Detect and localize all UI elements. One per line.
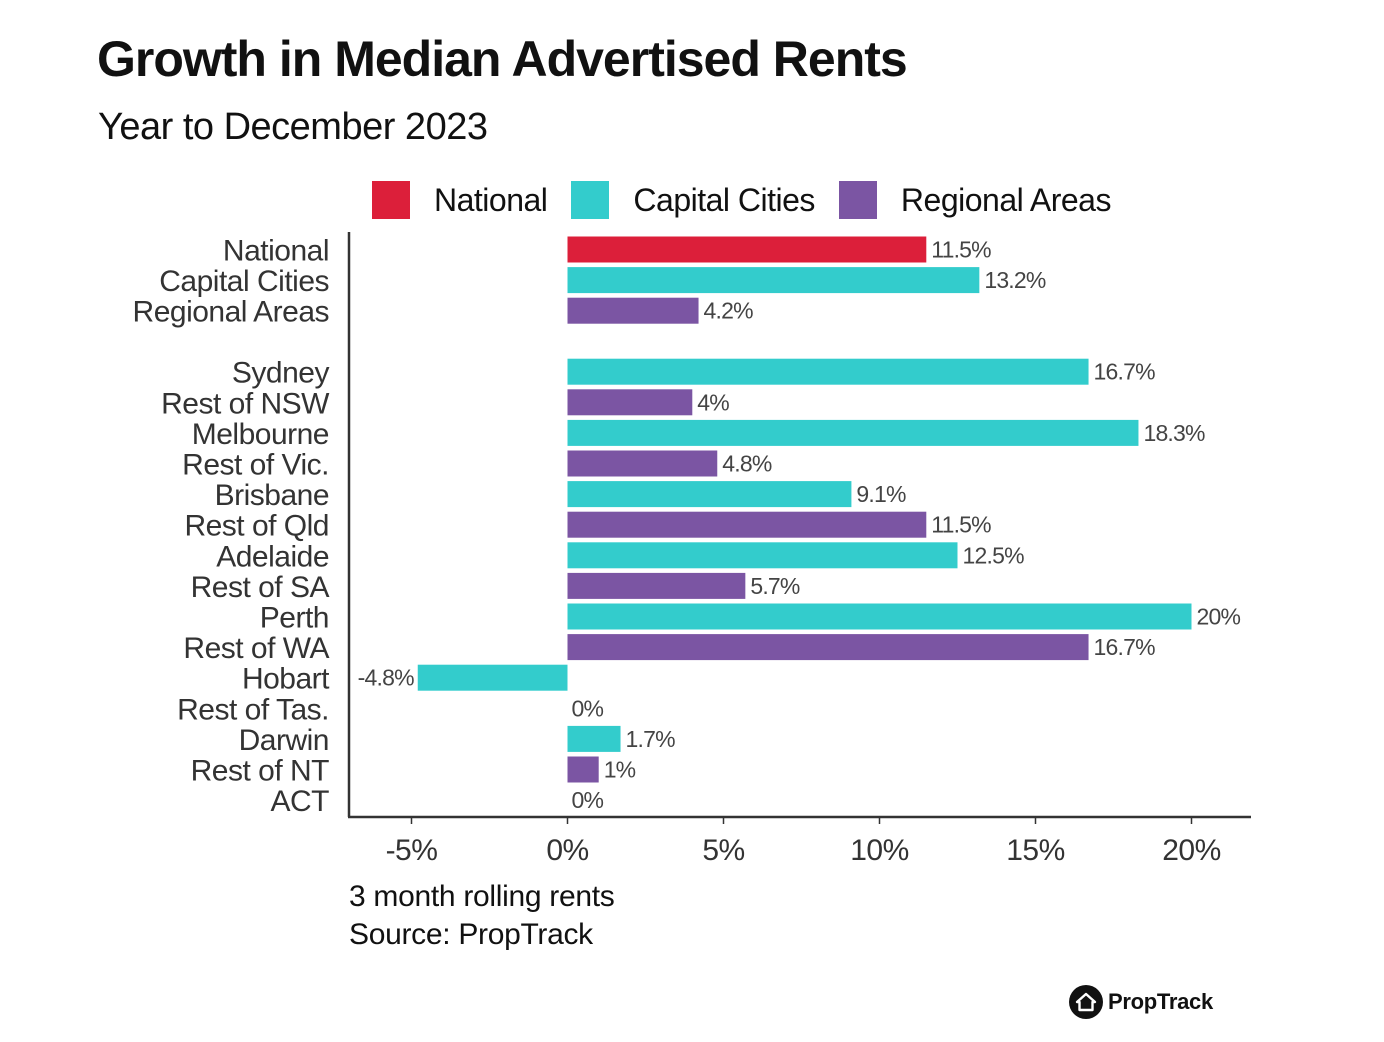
- value-label-rest-of-tas: 0%: [572, 695, 604, 721]
- value-label-hobart: -4.8%: [358, 665, 414, 691]
- brand-name: PropTrack: [1108, 989, 1213, 1014]
- category-label-rest-of-qld: Rest of Qld: [184, 510, 329, 543]
- value-label-brisbane: 9.1%: [856, 481, 906, 507]
- bar-darwin: [567, 725, 621, 752]
- category-label-darwin: Darwin: [239, 724, 329, 757]
- bar-melbourne: [567, 419, 1139, 446]
- footnote-rolling: 3 month rolling rents: [349, 880, 615, 913]
- category-label-sydney: Sydney: [232, 357, 330, 390]
- x-tick-label-15: 15%: [1006, 834, 1065, 867]
- value-label-regional-areas: 4.2%: [704, 298, 754, 324]
- x-tick-label-0: 0%: [546, 834, 588, 867]
- category-label-brisbane: Brisbane: [215, 479, 329, 512]
- footnote-source: Source: PropTrack: [349, 918, 593, 951]
- bar-rest-of-qld: [567, 511, 927, 538]
- value-label-act: 0%: [572, 787, 604, 813]
- value-label-rest-of-nt: 1%: [604, 757, 636, 783]
- legend-label-regional-areas: Regional Areas: [900, 181, 1112, 218]
- value-label-darwin: 1.7%: [626, 726, 676, 752]
- category-label-adelaide: Adelaide: [216, 540, 329, 573]
- category-label-national: National: [223, 235, 329, 268]
- legend-item-regional-areas: Regional Areas: [838, 181, 1112, 219]
- category-label-rest-of-tas: Rest of Tas.: [177, 693, 329, 726]
- bar-rest-of-nsw: [567, 389, 693, 416]
- bar-adelaide: [567, 542, 958, 569]
- bar-capital-cities: [567, 267, 980, 294]
- value-label-rest-of-wa: 16.7%: [1094, 634, 1156, 660]
- x-tick-label-5: -5%: [386, 834, 438, 867]
- bar-sydney: [567, 358, 1089, 385]
- bar-brisbane: [567, 481, 852, 508]
- legend-swatch-national: [372, 181, 410, 219]
- chart-title: Growth in Median Advertised Rents: [97, 31, 908, 87]
- category-label-rest-of-nsw: Rest of NSW: [161, 387, 330, 420]
- x-tick-label-20: 20%: [1162, 834, 1221, 867]
- legend: National Capital Cities Regional Areas: [372, 178, 1135, 222]
- bar-regional-areas: [567, 297, 699, 324]
- bar-rest-of-wa: [567, 634, 1089, 661]
- value-label-sydney: 16.7%: [1094, 359, 1156, 385]
- category-label-act: ACT: [271, 785, 330, 818]
- category-label-rest-of-wa: Rest of WA: [183, 632, 329, 665]
- category-label-capital-cities: Capital Cities: [159, 265, 329, 298]
- proptrack-house-icon: [1069, 985, 1103, 1019]
- value-label-rest-of-qld: 11.5%: [931, 512, 991, 538]
- value-label-adelaide: 12.5%: [963, 542, 1025, 568]
- value-label-rest-of-nsw: 4%: [697, 389, 729, 415]
- legend-item-national: National: [372, 181, 548, 219]
- legend-swatch-capital-cities: [571, 181, 610, 219]
- bar-rest-of-sa: [567, 572, 746, 599]
- category-label-rest-of-nt: Rest of NT: [191, 755, 330, 788]
- bar-hobart: [417, 664, 568, 691]
- value-label-melbourne: 18.3%: [1143, 420, 1205, 446]
- x-tick-label-10: 10%: [850, 834, 909, 867]
- category-label-regional-areas: Regional Areas: [133, 296, 329, 329]
- legend-label-national: National: [434, 181, 548, 218]
- category-label-perth: Perth: [260, 602, 329, 635]
- value-label-perth: 20%: [1197, 604, 1241, 630]
- chart-subtitle: Year to December 2023: [98, 106, 488, 148]
- category-label-melbourne: Melbourne: [192, 418, 329, 451]
- value-label-rest-of-vic: 4.8%: [722, 451, 772, 477]
- legend-swatch-regional-areas: [838, 181, 877, 219]
- category-label-hobart: Hobart: [242, 663, 330, 696]
- bar-national: [567, 236, 927, 263]
- category-label-rest-of-vic: Rest of Vic.: [182, 449, 329, 482]
- category-label-rest-of-sa: Rest of SA: [191, 571, 330, 604]
- bar-rest-of-vic: [567, 450, 718, 477]
- value-label-rest-of-sa: 5.7%: [750, 573, 800, 599]
- value-label-national: 11.5%: [931, 237, 991, 263]
- legend-item-capital-cities: Capital Cities: [571, 181, 815, 219]
- x-tick-label-5: 5%: [702, 834, 744, 867]
- bar-rest-of-nt: [567, 756, 599, 783]
- brand-logo: PropTrack: [1068, 984, 1213, 1020]
- bar-perth: [567, 603, 1192, 630]
- legend-label-capital-cities: Capital Cities: [633, 181, 815, 218]
- value-label-capital-cities: 13.2%: [984, 267, 1046, 293]
